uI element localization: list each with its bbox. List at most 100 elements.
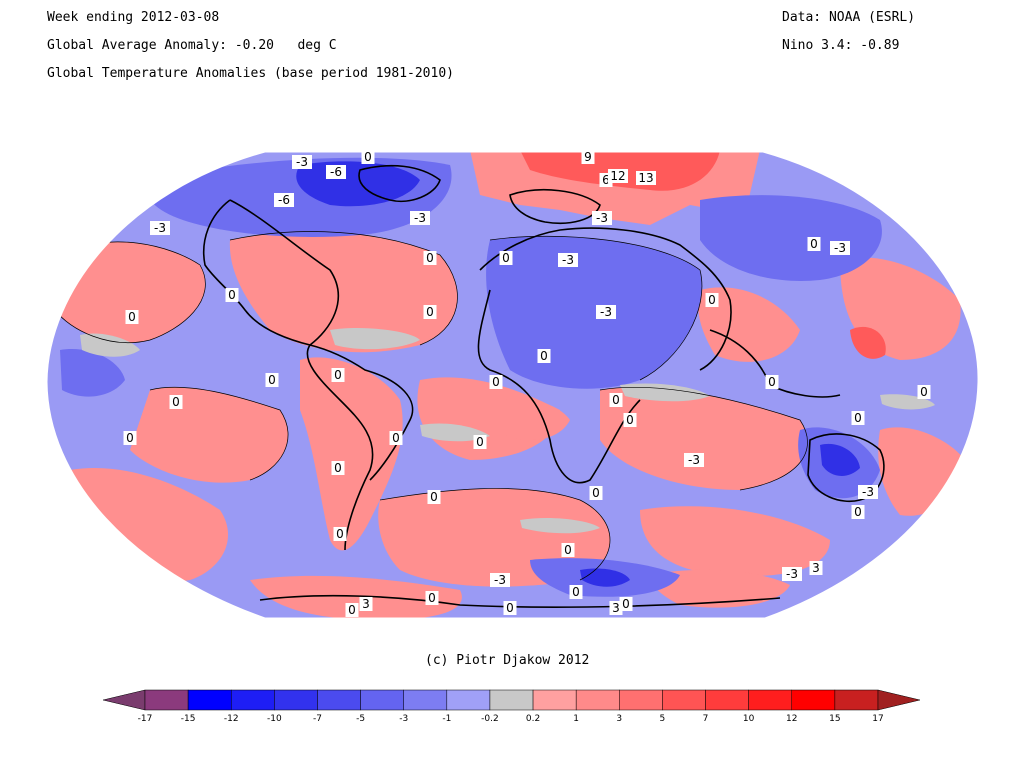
- colorbar-bin: [575, 689, 620, 711]
- svg-text:6: 6: [602, 173, 610, 187]
- svg-text:0: 0: [392, 431, 400, 445]
- svg-text:9: 9: [584, 150, 592, 164]
- svg-text:-3: -3: [834, 241, 846, 255]
- svg-text:0: 0: [592, 486, 600, 500]
- contour-label: 12: [608, 169, 628, 183]
- week-ending-label: Week ending 2012-03-08: [47, 10, 220, 25]
- svg-text:3: 3: [812, 561, 820, 575]
- contour-label: 0: [331, 461, 345, 475]
- colorbar-tick-label: 1: [573, 714, 579, 724]
- nino-index-label: Nino 3.4: -0.89: [782, 38, 900, 53]
- svg-text:0: 0: [348, 603, 356, 617]
- colorbar-bin: [360, 689, 404, 711]
- contour-label: 0: [225, 288, 239, 302]
- colorbar-tick-label: 0.2: [526, 714, 540, 724]
- svg-text:-3: -3: [296, 155, 308, 169]
- contour-label: 0: [851, 505, 865, 519]
- svg-text:-3: -3: [562, 253, 574, 267]
- contour-label: 13: [636, 171, 656, 185]
- map-subtitle: Global Temperature Anomalies (base perio…: [47, 66, 454, 81]
- colorbar-tick-label: 15: [829, 714, 840, 724]
- colorbar-bin: [446, 689, 491, 711]
- contour-label: 0: [569, 585, 583, 599]
- svg-text:0: 0: [334, 368, 342, 382]
- svg-text:13: 13: [638, 171, 653, 185]
- svg-text:0: 0: [612, 393, 620, 407]
- contour-label: 0: [473, 435, 487, 449]
- contour-label: 0: [361, 150, 375, 164]
- contour-label: 3: [609, 601, 623, 615]
- contour-label: 0: [499, 251, 513, 265]
- svg-text:0: 0: [126, 431, 134, 445]
- colorbar-bin: [230, 689, 275, 711]
- contour-label: -3: [782, 567, 802, 581]
- colorbar-tick-label: -1: [442, 714, 451, 724]
- colorbar-tick-label: 17: [872, 714, 883, 724]
- svg-text:0: 0: [854, 505, 862, 519]
- svg-text:0: 0: [622, 597, 630, 611]
- colorbar-tick-label: -3: [399, 714, 408, 724]
- contour-label: -3: [410, 211, 430, 225]
- svg-text:0: 0: [768, 375, 776, 389]
- contour-label: 3: [359, 597, 373, 611]
- contour-label: 0: [765, 375, 779, 389]
- contour-label: 3: [809, 561, 823, 575]
- svg-text:0: 0: [506, 601, 514, 615]
- contour-label: -3: [150, 221, 170, 235]
- warm-anomaly-regions: [55, 152, 965, 618]
- contour-label: 0: [423, 305, 437, 319]
- svg-text:0: 0: [626, 413, 634, 427]
- colorbar-tick-label: -17: [138, 714, 153, 724]
- svg-text:0: 0: [708, 293, 716, 307]
- colorbar-tick-label: -10: [267, 714, 282, 724]
- svg-text:-6: -6: [330, 165, 342, 179]
- svg-text:3: 3: [612, 601, 620, 615]
- contour-label: 9: [581, 150, 595, 164]
- contour-label: 0: [623, 413, 637, 427]
- colorbar-bin: [317, 689, 361, 711]
- contour-label: 0: [423, 251, 437, 265]
- colorbar-tick-label: -7: [313, 714, 322, 724]
- svg-text:0: 0: [336, 527, 344, 541]
- colorbar-tick-label: -12: [224, 714, 239, 724]
- svg-text:0: 0: [502, 251, 510, 265]
- colorbar-bin: [619, 689, 663, 711]
- colorbar-bin: [705, 689, 749, 711]
- contour-label: 0: [705, 293, 719, 307]
- contour-label: 0: [125, 310, 139, 324]
- contour-label: -6: [326, 165, 346, 179]
- contour-label: 0: [561, 543, 575, 557]
- contour-label: 0: [851, 411, 865, 425]
- contour-label: 0: [425, 591, 439, 605]
- svg-text:-3: -3: [154, 221, 166, 235]
- svg-text:12: 12: [610, 169, 625, 183]
- colorbar-tick-label: 7: [703, 714, 709, 724]
- svg-text:-3: -3: [862, 485, 874, 499]
- contour-label: 0: [537, 349, 551, 363]
- colorbar-tick-label: -15: [181, 714, 196, 724]
- data-source-label: Data: NOAA (ESRL): [782, 10, 916, 25]
- contour-label: 0: [427, 490, 441, 504]
- svg-text:-3: -3: [414, 211, 426, 225]
- contour-labels: -3 -6 0 -6 -3 96 12 13 -3 -3 0 -3 0 -3 0 0 0 0 0 0 -3 0 0 0 0 0 0 0…: [123, 150, 931, 617]
- contour-label: 0: [265, 373, 279, 387]
- svg-text:0: 0: [172, 395, 180, 409]
- colorbar-bin: [403, 689, 448, 711]
- contour-label: 0: [489, 375, 503, 389]
- svg-text:0: 0: [426, 251, 434, 265]
- svg-text:0: 0: [476, 435, 484, 449]
- contour-label: 0: [333, 527, 347, 541]
- svg-text:-3: -3: [600, 305, 612, 319]
- svg-text:0: 0: [364, 150, 372, 164]
- svg-text:0: 0: [428, 591, 436, 605]
- contour-label: 0: [917, 385, 931, 399]
- contour-label: -3: [490, 573, 510, 587]
- colorbar-bin: [662, 689, 706, 711]
- svg-text:0: 0: [854, 411, 862, 425]
- colorbar-bin: [791, 689, 836, 711]
- colorbar-over-arrow: [877, 689, 921, 711]
- colorbar-bin: [274, 689, 318, 711]
- colorbar-under-arrow: [102, 689, 146, 711]
- svg-text:0: 0: [228, 288, 236, 302]
- contour-label: 0: [609, 393, 623, 407]
